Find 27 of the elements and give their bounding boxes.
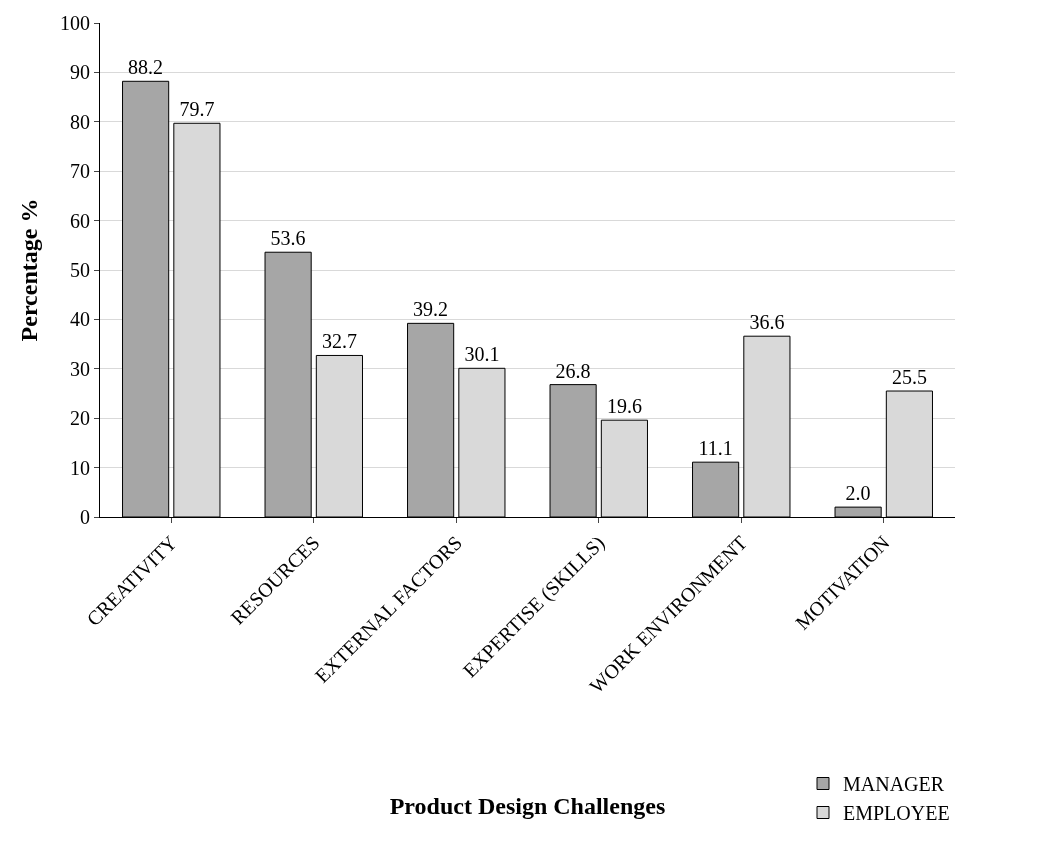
text: 25.5 [891, 366, 927, 389]
text: 2.0 [845, 482, 871, 505]
text: 32.7 [321, 330, 357, 353]
text: 36.6 [749, 311, 785, 334]
text: 88.2 [128, 56, 164, 79]
text: 30.1 [464, 343, 500, 366]
y-tick-label: 100 [60, 12, 90, 34]
text: 19.6 [606, 395, 642, 418]
text: 26.8 [555, 359, 591, 382]
text: 11.1 [698, 437, 733, 460]
y-tick-label: 0 [80, 506, 90, 528]
y-axis-title: Percentage % [16, 198, 43, 342]
y-tick-label: 50 [70, 259, 90, 281]
y-tick-label: 90 [70, 61, 90, 84]
y-tick-label: 60 [70, 209, 90, 232]
legend-label: EMPLOYEE [843, 802, 950, 825]
y-tick-label: 10 [70, 456, 90, 479]
text: 39.2 [413, 298, 449, 321]
y-tick-label: 20 [70, 407, 90, 430]
text: 53.6 [270, 227, 306, 250]
y-tick-label: 80 [70, 110, 90, 133]
text: 79.7 [179, 98, 215, 121]
y-tick-label: 70 [70, 160, 90, 183]
x-axis-title: Product Design Challenges [389, 792, 666, 819]
y-tick-label: 30 [70, 357, 90, 380]
y-tick-label: 40 [70, 308, 90, 331]
legend-label: MANAGER [843, 773, 945, 796]
